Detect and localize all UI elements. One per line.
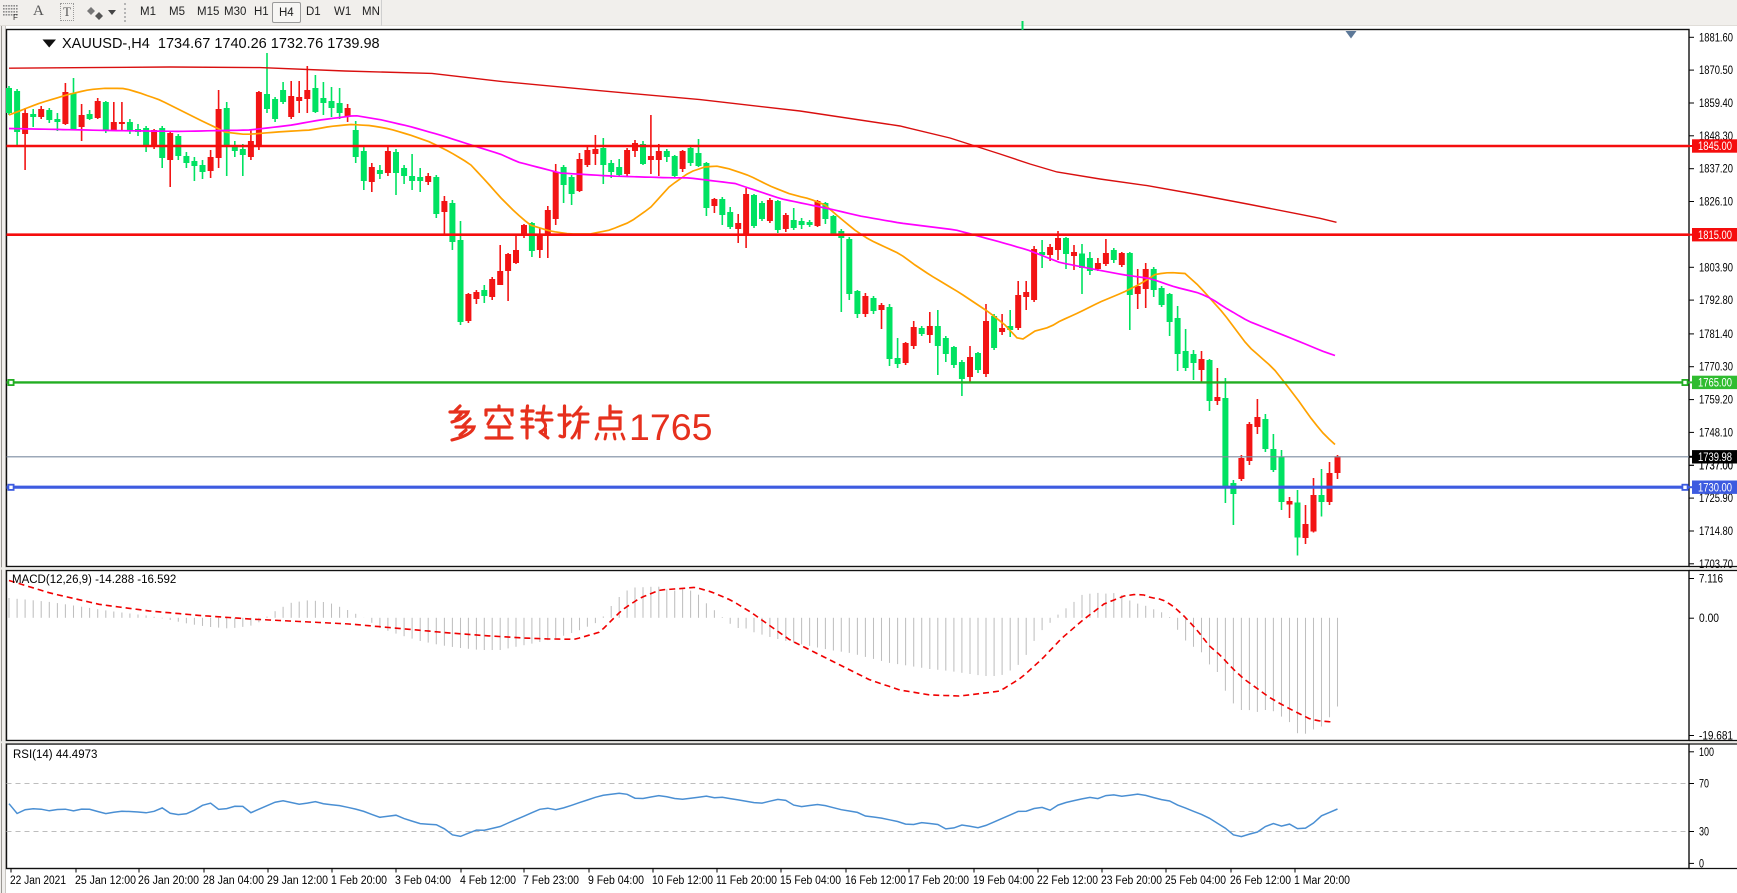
svg-text:XAUUSD-,H4 1734.67 1740.26 17: XAUUSD-,H4 1734.67 1740.26 1732.76 1739.… [62, 36, 380, 52]
svg-text:26 Feb 12:00: 26 Feb 12:00 [1230, 875, 1291, 887]
svg-text:15 Feb 04:00: 15 Feb 04:00 [780, 875, 841, 887]
svg-text:1 Mar 20:00: 1 Mar 20:00 [1294, 875, 1350, 887]
svg-text:1765: 1765 [629, 406, 712, 448]
svg-text:1845.00: 1845.00 [1698, 141, 1732, 153]
svg-text:9 Feb 04:00: 9 Feb 04:00 [588, 875, 644, 887]
svg-text:70: 70 [1699, 779, 1709, 791]
svg-text:11 Feb 20:00: 11 Feb 20:00 [716, 875, 777, 887]
svg-text:1703.70: 1703.70 [1699, 559, 1733, 571]
svg-text:1837.20: 1837.20 [1699, 164, 1733, 176]
svg-text:F: F [13, 13, 18, 21]
svg-text:1826.10: 1826.10 [1699, 197, 1733, 209]
svg-text:-19.681: -19.681 [1699, 731, 1733, 743]
svg-text:1748.10: 1748.10 [1699, 427, 1733, 439]
svg-text:0: 0 [1699, 858, 1704, 870]
svg-text:23 Feb 20:00: 23 Feb 20:00 [1101, 875, 1162, 887]
svg-text:28 Jan 04:00: 28 Jan 04:00 [203, 875, 264, 887]
svg-text:22 Jan 2021: 22 Jan 2021 [10, 875, 66, 887]
svg-text:7.116: 7.116 [1699, 574, 1723, 586]
svg-text:1730.00: 1730.00 [1698, 482, 1732, 494]
svg-text:1770.30: 1770.30 [1699, 362, 1733, 374]
svg-text:30: 30 [1699, 827, 1709, 839]
svg-text:MACD(12,26,9) -14.288 -16.592: MACD(12,26,9) -14.288 -16.592 [12, 574, 176, 586]
svg-text:29 Jan 12:00: 29 Jan 12:00 [267, 875, 328, 887]
svg-text:4 Feb 12:00: 4 Feb 12:00 [460, 875, 516, 887]
svg-text:1737.00: 1737.00 [1699, 460, 1733, 472]
svg-text:1739.98: 1739.98 [1698, 452, 1732, 464]
svg-text:1870.50: 1870.50 [1699, 65, 1733, 77]
svg-text:17 Feb 20:00: 17 Feb 20:00 [908, 875, 969, 887]
svg-text:1803.90: 1803.90 [1699, 262, 1733, 274]
svg-text:1 Feb 20:00: 1 Feb 20:00 [331, 875, 387, 887]
svg-text:0.00: 0.00 [1699, 613, 1719, 625]
svg-text:100: 100 [1699, 747, 1714, 759]
svg-text:1765.00: 1765.00 [1698, 378, 1732, 390]
svg-text:RSI(14) 44.4973: RSI(14) 44.4973 [13, 749, 97, 761]
svg-text:1881.60: 1881.60 [1699, 32, 1733, 44]
svg-text:16 Feb 12:00: 16 Feb 12:00 [845, 875, 906, 887]
svg-text:1759.20: 1759.20 [1699, 395, 1733, 407]
svg-text:1815.00: 1815.00 [1698, 230, 1732, 242]
svg-text:26 Jan 20:00: 26 Jan 20:00 [138, 875, 199, 887]
svg-text:10 Feb 12:00: 10 Feb 12:00 [652, 875, 713, 887]
svg-text:3 Feb 04:00: 3 Feb 04:00 [395, 875, 451, 887]
svg-text:7 Feb 23:00: 7 Feb 23:00 [523, 875, 579, 887]
svg-text:25 Jan 12:00: 25 Jan 12:00 [75, 875, 136, 887]
svg-text:1714.80: 1714.80 [1699, 526, 1733, 538]
svg-text:1859.40: 1859.40 [1699, 98, 1733, 110]
svg-text:22 Feb 12:00: 22 Feb 12:00 [1037, 875, 1098, 887]
svg-text:1781.40: 1781.40 [1699, 329, 1733, 341]
svg-text:19 Feb 04:00: 19 Feb 04:00 [973, 875, 1034, 887]
svg-text:1725.90: 1725.90 [1699, 493, 1733, 505]
svg-text:1792.80: 1792.80 [1699, 295, 1733, 307]
svg-text:25 Feb 04:00: 25 Feb 04:00 [1165, 875, 1226, 887]
